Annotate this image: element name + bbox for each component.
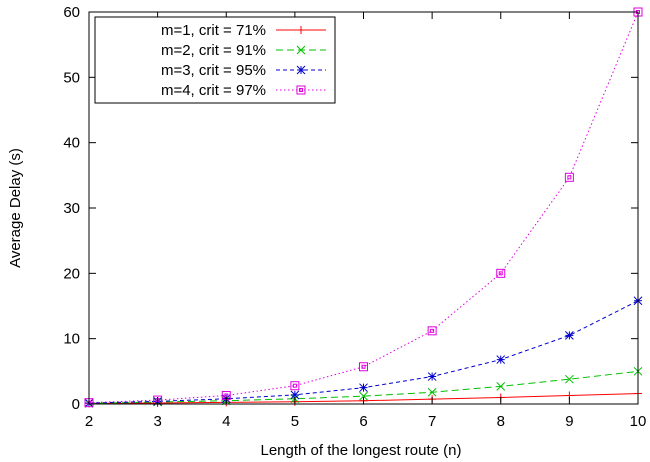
data-point [359,362,368,372]
x-tick-label: 2 [85,413,93,430]
y-tick-label: 0 [72,396,80,413]
legend-entry: m=1, crit = 71% [161,22,326,39]
y-tick-label: 60 [63,4,80,21]
x-tick-label: 10 [630,413,647,430]
x-tick-label: 8 [497,413,505,430]
x-tick-label: 7 [428,413,436,430]
x-tick-label: 6 [359,413,367,430]
series-4 [84,7,643,408]
x-tick-label: 5 [291,413,299,430]
legend-entries: m=1, crit = 71% m=2, crit = 91% m=3, crit … [161,22,326,99]
legend: m=1, crit = 71% m=2, crit = 91% m=3, crit … [94,16,336,104]
legend-label: m=4, crit = 97% [161,82,266,99]
legend-swatch-marker [297,26,305,34]
y-tick-label: 30 [63,200,80,217]
y-tick-label: 50 [63,69,80,86]
data-point [565,331,574,340]
tick-labels: 2 3 4 5 6 7 8 9 10 0 10 20 30 40 50 60 [63,4,646,430]
data-point [427,372,437,381]
legend-label: m=1, crit = 71% [161,22,266,39]
data-point [290,381,300,391]
y-tick-label: 40 [63,135,80,152]
x-tick-label: 3 [153,413,161,430]
data-point [290,390,300,400]
data-point [496,268,506,278]
legend-entry: m=2, crit = 91% [161,42,326,59]
x-tick-label: 4 [222,413,230,430]
data-point [496,355,506,364]
series-3 [84,296,643,408]
data-point [565,374,574,384]
x-tick-label: 9 [565,413,573,430]
legend-box [94,16,336,104]
y-tick-label: 10 [63,331,80,348]
legend-entry: m=4, crit = 97% [161,82,326,99]
series-line [88,370,639,404]
legend-swatch-marker [296,65,306,75]
y-tick-label: 20 [63,265,80,282]
data-point [359,391,368,401]
data-point [564,172,574,182]
data-point [496,382,506,391]
legend-swatch-marker [296,45,306,55]
y-axis-title: Average Delay (s) [7,148,24,268]
data-point [359,383,368,393]
legend-swatch-marker [296,85,306,95]
legend-label: m=3, crit = 95% [161,62,266,79]
legend-entry: m=3, crit = 95% [161,62,326,79]
legend-label: m=2, crit = 91% [161,42,266,59]
data-point [427,387,437,397]
data-point [427,326,437,336]
x-axis-title: Length of the longest route (n) [261,442,462,459]
